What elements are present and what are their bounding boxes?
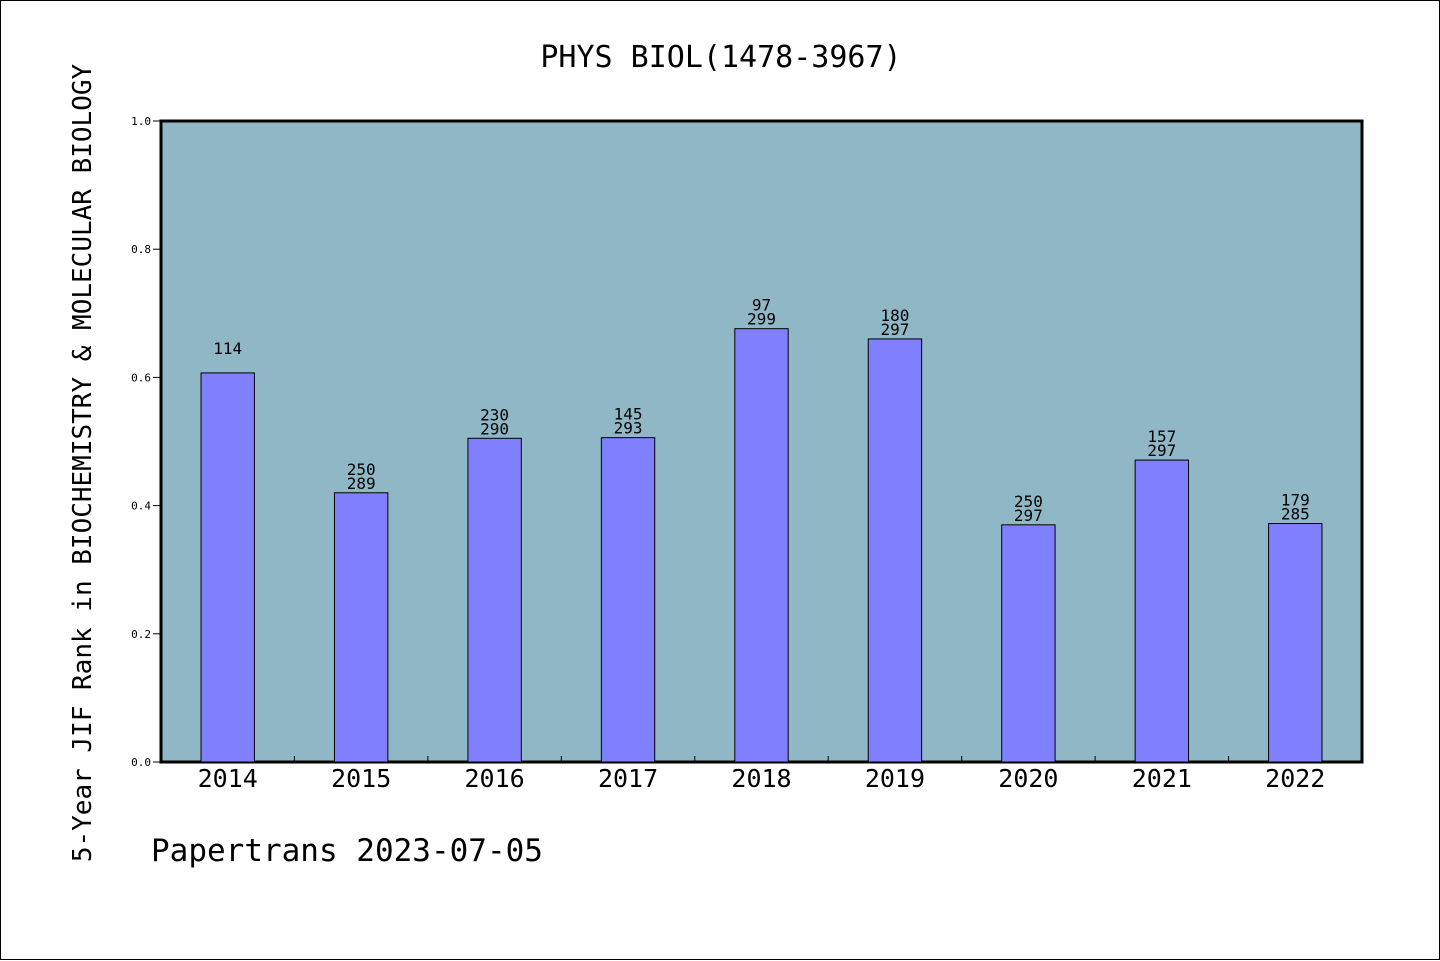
- bar-2019: [867, 338, 923, 763]
- bar-label-2022-2: 285: [1281, 505, 1310, 524]
- bar-label-2022-1: 179: [1281, 491, 1310, 510]
- bar-2014: [200, 372, 255, 763]
- y-tick-label-1.0: 1.0: [131, 115, 151, 128]
- bar-2016: [467, 437, 522, 763]
- bars-group: [200, 328, 1323, 763]
- x-tick-label-2014: 2014: [198, 764, 258, 793]
- x-tick-label-2015: 2015: [331, 764, 391, 793]
- bar-2018: [734, 328, 789, 763]
- bar-label-2021-2: 297: [1147, 441, 1176, 460]
- x-tick-label-2022: 2022: [1265, 764, 1325, 793]
- x-tick-label-2019: 2019: [865, 764, 925, 793]
- y-axis-label: 5-Year JIF Rank in BIOCHEMISTRY & MOLECU…: [68, 63, 98, 862]
- bar-label-2021-1: 157: [1147, 427, 1176, 446]
- y-tick-label-0.0: 0.0: [131, 756, 151, 769]
- bar-2015: [333, 492, 389, 763]
- y-tick-label-0.2: 0.2: [131, 628, 151, 641]
- bar-label-2018-1: 97: [752, 296, 771, 315]
- bar-label-2016-1: 230: [480, 405, 509, 424]
- x-tick-label-2020: 2020: [998, 764, 1058, 793]
- y-tick-label-0.4: 0.4: [131, 500, 151, 513]
- bar-label-2015-2: 289: [347, 474, 376, 493]
- y-axis: 0.0 0.2 0.4 0.6 0.8 1.0: [131, 115, 161, 769]
- y-tick-label-0.6: 0.6: [131, 371, 151, 384]
- bar-label-2019-2: 297: [880, 320, 909, 339]
- bar-label-2020-1: 250: [1014, 492, 1043, 511]
- bar-label-2018-2: 299: [747, 310, 776, 329]
- y-tick-label-0.8: 0.8: [131, 243, 151, 256]
- x-tick-label-2021: 2021: [1132, 764, 1192, 793]
- bar-label-2014-1: 114: [213, 339, 242, 358]
- footer-source-date: Papertrans 2023-07-05: [151, 833, 543, 869]
- bar-label-2016-2: 290: [480, 419, 509, 438]
- bar-label-2017-1: 145: [614, 405, 643, 424]
- x-tick-label-2016: 2016: [465, 764, 525, 793]
- x-axis: 2014 2015 2016 2017 2018 2019 2020 2021 2022: [198, 756, 1325, 793]
- x-tick-label-2017: 2017: [598, 764, 658, 793]
- bar-label-2020-2: 297: [1014, 506, 1043, 525]
- bar-2017: [600, 437, 656, 763]
- bar-2022: [1268, 523, 1323, 763]
- bar-label-2019-1: 180: [880, 306, 909, 325]
- bar-label-2017-2: 293: [614, 419, 643, 438]
- x-tick-label-2018: 2018: [731, 764, 791, 793]
- chart-title: PHYS BIOL(1478-3967): [540, 40, 901, 75]
- bar-2020: [1001, 524, 1056, 763]
- bar-2021: [1134, 459, 1190, 763]
- bar-label-2015-1: 250: [347, 460, 376, 479]
